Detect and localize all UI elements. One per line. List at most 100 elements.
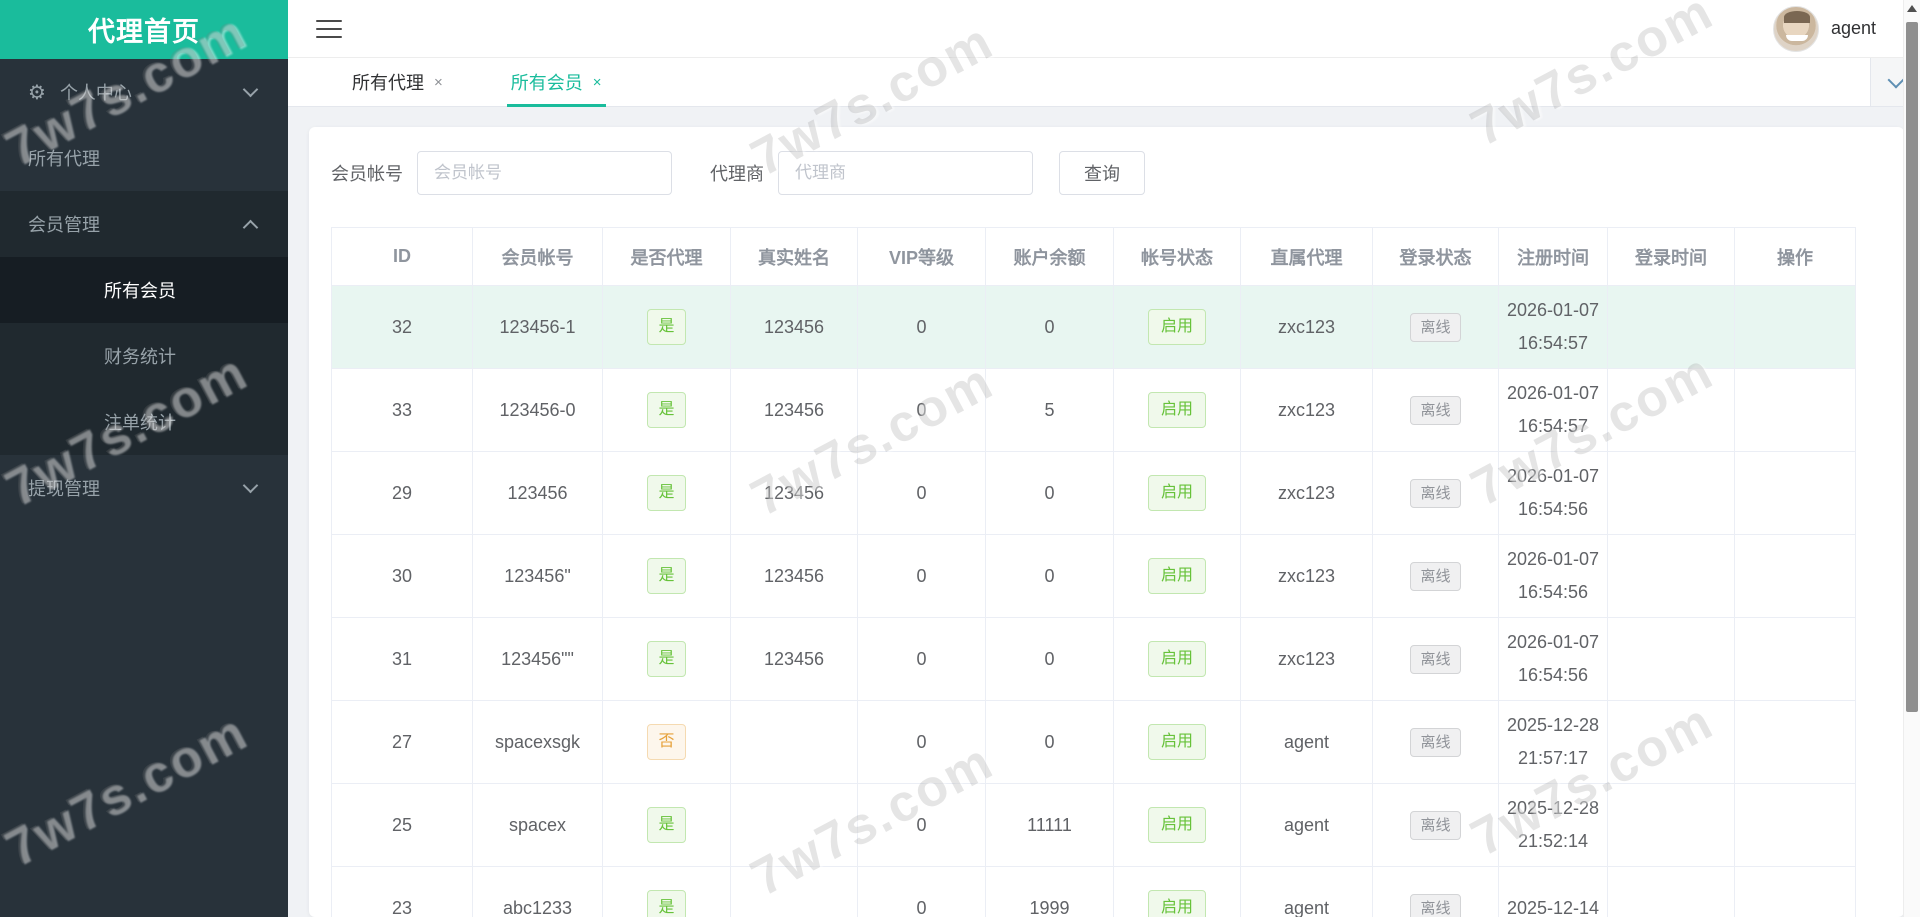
vertical-scrollbar[interactable] [1903, 0, 1920, 917]
scrollbar-thumb[interactable] [1906, 22, 1918, 712]
cell-account: 123456-0 [472, 368, 603, 452]
online-status-badge: 离线 [1410, 395, 1461, 425]
cell-id: 31 [331, 617, 473, 701]
cell-reg-time: 2026-01-07 16:54:56 [1498, 534, 1608, 618]
cell-parent-agent: agent [1240, 866, 1373, 917]
sidebar-item-member-management[interactable]: 会员管理 [0, 191, 288, 257]
menu-toggle-icon[interactable] [316, 19, 342, 38]
cell-balance: 0 [985, 451, 1114, 535]
status-badge: 是 [647, 392, 686, 428]
cell-action [1734, 285, 1856, 369]
cell-is-agent: 是 [602, 451, 731, 535]
cell-parent-agent: agent [1240, 783, 1373, 867]
column-header: ID [331, 227, 473, 286]
column-header: 注册时间 [1498, 227, 1608, 286]
cell-online: 离线 [1372, 368, 1499, 452]
tab-all-agents[interactable]: 所有代理 × [348, 58, 447, 106]
cell-online: 离线 [1372, 534, 1499, 618]
sidebar-item-all-agents[interactable]: 所有代理 [0, 125, 288, 191]
cell-account: 123456"" [472, 617, 603, 701]
cell-balance: 1999 [985, 866, 1114, 917]
query-button[interactable]: 查询 [1059, 151, 1145, 195]
cell-online: 离线 [1372, 866, 1499, 917]
sidebar-item-withdraw-management[interactable]: 提现管理 [0, 455, 288, 521]
cell-action [1734, 617, 1856, 701]
cell-real-name [730, 866, 858, 917]
cell-id: 27 [331, 700, 473, 784]
close-icon[interactable]: × [592, 73, 602, 91]
online-status-badge: 离线 [1410, 312, 1461, 342]
table-body: 32 123456-1 是 123456 0 0 启用 zxc123 离线 2026-01-07 1… [331, 285, 1856, 917]
table-row[interactable]: 29 123456 是 123456 0 0 启用 zxc123 离线 2026-01-07 16:… [331, 451, 1856, 535]
members-card: 会员帐号 代理商 查询 ID会员帐号是否代理真实姓名VIP等级账户余额帐号状态直… [309, 127, 1904, 917]
table-row[interactable]: 27 spacexsgk 否 0 0 启用 agent 离线 2025-12-28 21:57:1… [331, 700, 1856, 784]
cell-id: 33 [331, 368, 473, 452]
table-row[interactable]: 31 123456"" 是 123456 0 0 启用 zxc123 离线 2026-01-07 1… [331, 617, 1856, 701]
cell-real-name [730, 700, 858, 784]
status-badge: 启用 [1147, 309, 1206, 345]
table-row[interactable]: 32 123456-1 是 123456 0 0 启用 zxc123 离线 2026-01-07 1… [331, 285, 1856, 369]
cell-online: 离线 [1372, 285, 1499, 369]
status-badge: 启用 [1147, 807, 1206, 843]
table-row[interactable]: 30 123456" 是 123456 0 0 启用 zxc123 离线 2026-01-07 16… [331, 534, 1856, 618]
status-badge: 是 [647, 558, 686, 594]
cell-real-name [730, 783, 858, 867]
cell-is-agent: 是 [602, 368, 731, 452]
cell-online: 离线 [1372, 451, 1499, 535]
cell-id: 30 [331, 534, 473, 618]
cell-is-agent: 是 [602, 617, 731, 701]
cell-login-time [1607, 617, 1735, 701]
scroll-up-arrow-icon[interactable] [1904, 0, 1920, 17]
cell-reg-time: 2025-12-28 21:57:17 [1498, 700, 1608, 784]
tab-all-members[interactable]: 所有会员 × [506, 58, 606, 107]
user-menu[interactable]: agent [1772, 5, 1876, 52]
chevron-down-icon [242, 81, 259, 97]
online-status-badge: 离线 [1410, 727, 1461, 757]
column-header: 直属代理 [1240, 227, 1373, 286]
cell-vip: 0 [857, 534, 986, 618]
sidebar-item-bet-stats[interactable]: 注单统计 [0, 389, 288, 455]
column-header: 真实姓名 [730, 227, 858, 286]
cell-online: 离线 [1372, 617, 1499, 701]
cell-parent-agent: zxc123 [1240, 451, 1373, 535]
sidebar: 代理首页 ⚙ 个人中心 所有代理 会员管理 所有会员 财务统计 注单统计 [0, 0, 288, 917]
cell-real-name: 123456 [730, 534, 858, 618]
cell-action [1734, 368, 1856, 452]
sidebar-item-label: 所有会员 [104, 281, 176, 301]
sidebar-item-finance-stats[interactable]: 财务统计 [0, 323, 288, 389]
cell-balance: 0 [985, 617, 1114, 701]
cell-action [1734, 700, 1856, 784]
cell-login-time [1607, 700, 1735, 784]
cell-vip: 0 [857, 617, 986, 701]
username: agent [1830, 18, 1876, 39]
chevron-down-icon [1887, 71, 1904, 89]
cell-account: abc1233 [472, 866, 603, 917]
sidebar-item-label: 财务统计 [104, 347, 176, 367]
cell-status: 启用 [1113, 700, 1241, 784]
agent-input[interactable] [778, 151, 1033, 195]
status-badge: 否 [647, 724, 686, 760]
sidebar-item-all-members[interactable]: 所有会员 [0, 257, 288, 323]
cell-login-time [1607, 866, 1735, 917]
close-icon[interactable]: × [434, 73, 443, 91]
column-header: 登录状态 [1372, 227, 1499, 286]
cell-real-name: 123456 [730, 368, 858, 452]
table-row[interactable]: 33 123456-0 是 123456 0 5 启用 zxc123 离线 2026-01-07 1… [331, 368, 1856, 452]
cell-status: 启用 [1113, 783, 1241, 867]
cell-id: 23 [331, 866, 473, 917]
cell-id: 32 [331, 285, 473, 369]
cell-login-time [1607, 368, 1735, 452]
table-row[interactable]: 25 spacex 是 0 11111 启用 agent 离线 2025-12-28 21:52:… [331, 783, 1856, 867]
status-badge: 启用 [1147, 890, 1206, 917]
status-badge: 是 [647, 807, 686, 843]
cell-vip: 0 [857, 285, 986, 369]
cell-account: spacex [472, 783, 603, 867]
status-badge: 是 [647, 641, 686, 677]
table-row[interactable]: 23 abc1233 是 0 1999 启用 agent 离线 2025-12-14 [331, 866, 1856, 917]
cell-vip: 0 [857, 783, 986, 867]
sidebar-item-personal-center[interactable]: ⚙ 个人中心 [0, 59, 288, 125]
cell-balance: 5 [985, 368, 1114, 452]
member-account-input[interactable] [417, 151, 672, 195]
cell-login-time [1607, 451, 1735, 535]
